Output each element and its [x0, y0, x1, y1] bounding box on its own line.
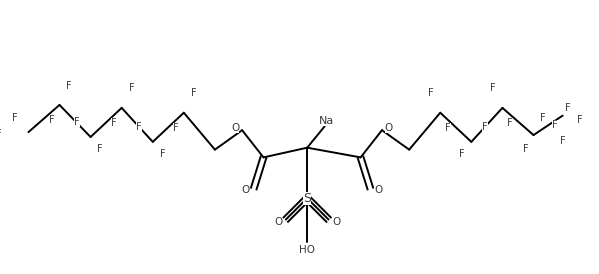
Text: S: S	[303, 192, 311, 205]
Text: F: F	[482, 122, 488, 132]
Text: F: F	[173, 123, 179, 133]
Text: F: F	[74, 118, 80, 127]
Text: F: F	[160, 149, 165, 159]
Text: F: F	[66, 81, 72, 90]
Text: F: F	[552, 120, 558, 130]
Text: F: F	[445, 123, 451, 133]
Text: F: F	[12, 113, 17, 122]
Text: F: F	[137, 122, 142, 132]
Text: HO: HO	[299, 245, 315, 255]
Text: F: F	[523, 144, 528, 154]
Text: O: O	[242, 185, 250, 195]
Text: F: F	[565, 103, 570, 113]
Text: F: F	[49, 115, 55, 125]
Text: F: F	[0, 129, 2, 139]
Text: F: F	[111, 118, 117, 129]
Text: Na: Na	[319, 116, 334, 127]
Text: F: F	[490, 84, 495, 93]
Text: F: F	[507, 118, 513, 129]
Text: O: O	[385, 123, 393, 133]
Text: F: F	[98, 144, 103, 154]
Text: F: F	[459, 149, 464, 159]
Text: F: F	[428, 88, 433, 98]
Text: F: F	[129, 84, 134, 93]
Text: O: O	[332, 216, 340, 227]
Text: O: O	[274, 216, 282, 227]
Text: O: O	[374, 185, 382, 195]
Text: F: F	[190, 88, 196, 98]
Text: F: F	[540, 113, 546, 122]
Text: O: O	[231, 123, 240, 133]
Text: F: F	[560, 136, 565, 146]
Text: F: F	[577, 115, 583, 124]
